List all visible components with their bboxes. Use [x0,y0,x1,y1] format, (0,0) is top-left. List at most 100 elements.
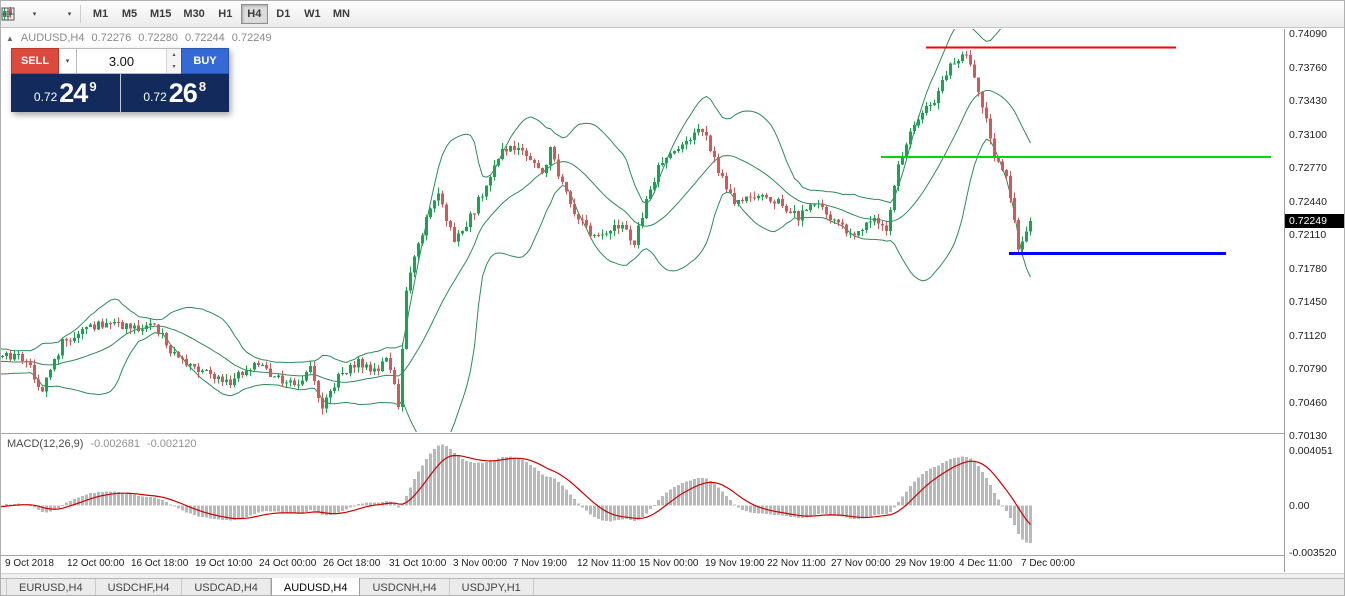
time-axis-label: 4 Dec 11:00 [959,558,1013,569]
timeframe-button-m30[interactable]: M30 [178,4,209,24]
time-axis-label: 16 Oct 18:00 [131,558,189,569]
volume-increase-button[interactable]: ▴ [167,49,181,61]
bollinger-lower-band [1,138,1031,432]
current-price-tag: 0.72249 [1285,213,1344,228]
timeframe-button-m5[interactable]: M5 [116,4,143,24]
volume-box: ▴ ▾ [77,48,181,74]
low-value: 0.72244 [185,32,225,44]
macd-signal-line [1,454,1031,525]
buy-price-pipette: 8 [198,79,207,94]
sell-price-pipette: 9 [89,79,97,94]
time-axis[interactable]: 9 Oct 2018 12 Oct 00:00 16 Oct 18:00 19 Oct… [1,557,1284,572]
chart-type-dropdown[interactable]: ▾ [29,4,40,25]
macd-chart[interactable] [1,435,1284,555]
volume-input[interactable] [77,49,166,73]
price-axis-label: 0.74090 [1289,28,1327,41]
chart-tab-usdchf-h4[interactable]: USDCHF,H4 [96,579,183,595]
time-axis-label: 12 Oct 00:00 [67,558,125,569]
timeframe-button-d1[interactable]: D1 [270,4,297,24]
bollinger-middle-band [1,89,1031,383]
chart-tab-usdjpy-h1[interactable]: USDJPY,H1 [450,579,534,595]
macd-signal-value: -0.002120 [146,438,197,450]
chart-tab-audusd-h4[interactable]: AUDUSD,H4 [270,578,361,595]
chart-tab-usdcnh-h4[interactable]: USDCNH,H4 [360,579,450,595]
bid-ask-display: 0.72 24 9 0.72 26 8 [11,74,229,112]
chevron-down-icon: ▾ [67,11,72,18]
macd-axis-label: 0.004051 [1289,445,1333,457]
price-axis-label: 0.73100 [1289,128,1327,141]
chart-tabs-bar: EURUSD,H4 USDCHF,H4 USDCAD,H4 AUDUSD,H4 USDC… [1,578,1344,595]
timeframe-button-h1[interactable]: H1 [212,4,239,24]
toolbar: ▾ ▾ M1 M5 M15 M30 H1 H4 D1 W1 MN [1,1,1344,28]
time-axis-label: 19 Oct 10:00 [195,558,253,569]
price-chart[interactable] [1,29,1284,432]
crosshair-tool-button[interactable] [2,4,64,25]
collapse-triangle-icon[interactable]: ▲ [6,34,14,43]
candles [1,49,1032,415]
price-axis-label: 0.72440 [1289,195,1327,208]
buy-button[interactable]: BUY [181,48,229,74]
time-axis-label: 22 Nov 11:00 [767,558,826,569]
timeframe-button-mn[interactable]: MN [328,4,355,24]
time-axis-label: 9 Oct 2018 [5,558,54,569]
time-axis-label: 29 Nov 19:00 [895,558,955,569]
horizontal-lines [881,46,1271,255]
price-axis-label: 0.73760 [1289,61,1327,74]
symbol-label: AUDUSD,H4 [20,32,85,44]
timeframe-button-w1[interactable]: W1 [299,4,326,24]
price-axis-label: 0.71780 [1289,262,1327,275]
timeframe-button-m15[interactable]: M15 [145,4,176,24]
time-axis-label: 27 Nov 00:00 [831,558,891,569]
price-axis-label: 0.73430 [1289,95,1327,108]
one-click-trading-panel: SELL ▾ ▴ ▾ BUY 0.72 24 9 0.72 26 8 [11,48,229,112]
macd-axis-label: 0.00 [1289,499,1310,512]
macd-bottom-border [1,555,1344,556]
macd-main-value: -0.002681 [90,438,140,450]
axis-border [1284,29,1285,572]
time-axis-label: 24 Oct 00:00 [259,558,317,569]
toolbar-separator [80,5,81,23]
volume-dropdown-button[interactable]: ▾ [59,48,77,74]
crosshair-tool-dropdown[interactable]: ▾ [64,4,75,25]
macd-histogram [1,444,1032,544]
close-value: 0.72249 [231,32,272,44]
timeframe-toolbar: M1 M5 M15 M30 H1 H4 D1 W1 MN [86,4,356,24]
time-axis-label: 26 Oct 18:00 [323,558,381,569]
window-grid-icon [1,7,15,21]
chart-symbol-info: ▲ AUDUSD,H4 0.72276 0.72280 0.72244 0.72… [6,32,272,45]
macd-name: MACD(12,26,9) [7,438,84,450]
bollinger-upper-band [1,29,1002,364]
chart-tab-eurusd-h4[interactable]: EURUSD,H4 [6,579,96,595]
buy-price-display[interactable]: 0.72 26 8 [121,74,230,112]
sell-price-prefix: 0.72 [33,90,58,104]
sell-price-big-digits: 24 [59,77,88,108]
panel-splitter[interactable] [1,433,1344,434]
volume-decrease-button[interactable]: ▾ [167,61,181,73]
price-axis-label: 0.72110 [1289,229,1327,242]
time-axis-label: 7 Nov 19:00 [513,558,567,569]
time-axis-label: 7 Dec 00:00 [1021,558,1075,569]
bottom-strip [1,573,1344,579]
chart-tab-usdcad-h4[interactable]: USDCAD,H4 [182,579,271,595]
price-axis-label: 0.70790 [1289,363,1327,376]
chevron-down-icon: ▾ [32,11,37,18]
price-axis[interactable]: 0.74090 0.73760 0.73430 0.73100 0.72770 0.724… [1285,28,1344,572]
time-axis-label: 12 Nov 11:00 [577,558,636,569]
window-layout-button[interactable] [1,4,1330,25]
open-value: 0.72276 [91,32,132,44]
buy-price-prefix: 0.72 [143,90,167,104]
sell-price-display[interactable]: 0.72 24 9 [11,74,121,112]
buy-price-big-digits: 26 [168,77,198,108]
macd-indicator-label: MACD(12,26,9) -0.002681 -0.002120 [7,438,197,450]
sell-button[interactable]: SELL [11,48,59,74]
volume-spinner: ▴ ▾ [166,49,181,73]
time-axis-label: 15 Nov 00:00 [639,558,699,569]
macd-axis-label: -0.003520 [1289,546,1337,559]
price-axis-label: 0.71450 [1289,296,1327,309]
time-axis-label: 3 Nov 00:00 [453,558,507,569]
price-axis-label: 0.72770 [1289,162,1327,175]
timeframe-button-m1[interactable]: M1 [87,4,114,24]
price-axis-label: 0.70460 [1289,396,1327,409]
timeframe-button-h4[interactable]: H4 [240,4,268,24]
